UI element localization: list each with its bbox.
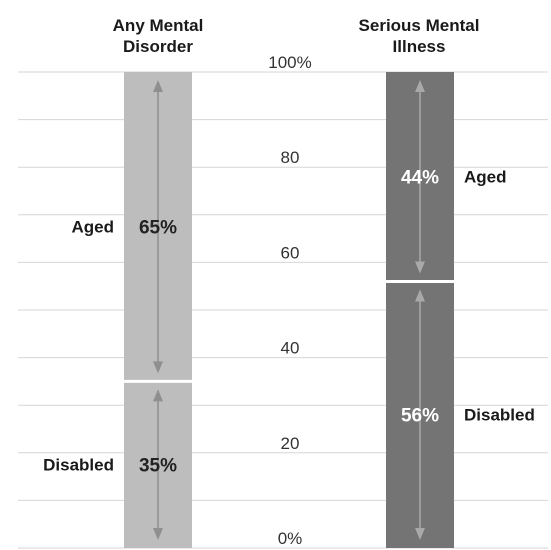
data-label: 44%: [401, 168, 439, 189]
arrow-down-head: [415, 528, 425, 540]
arrow-up-head: [153, 389, 163, 402]
arrow-down-head: [415, 261, 425, 274]
category-title: Disorder: [123, 37, 193, 56]
category-title: Serious Mental: [359, 16, 480, 35]
y-tick-label: 40: [281, 339, 300, 358]
data-label: 65%: [139, 218, 177, 239]
arrow-up-head: [415, 80, 425, 92]
arrow-down-head: [153, 361, 163, 374]
series-label: Aged: [464, 168, 507, 187]
series-label: Disabled: [464, 406, 535, 425]
y-tick-label: 60: [281, 243, 300, 262]
series-label: Aged: [72, 218, 115, 237]
data-label: 56%: [401, 406, 439, 427]
y-tick-label: 100%: [268, 53, 311, 72]
category-title: Any Mental: [113, 16, 204, 35]
arrow-up-head: [153, 80, 163, 92]
series-label: Disabled: [43, 456, 114, 475]
category-title: Illness: [393, 37, 446, 56]
arrow-down-head: [153, 528, 163, 540]
data-label: 35%: [139, 456, 177, 477]
y-tick-label: 80: [281, 148, 300, 167]
y-tick-label: 0%: [278, 529, 303, 548]
y-tick-label: 20: [281, 434, 300, 453]
arrow-up-head: [415, 289, 425, 302]
